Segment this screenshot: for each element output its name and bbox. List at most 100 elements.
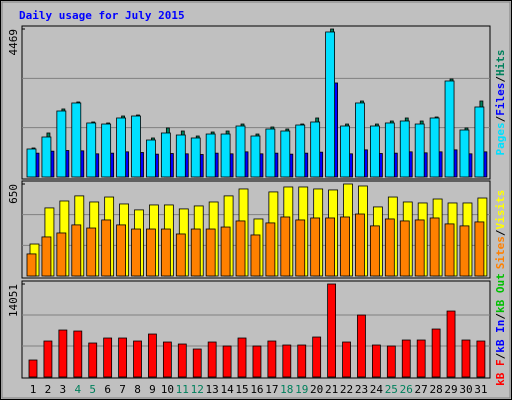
x-tick-label: 25	[385, 383, 398, 396]
bar	[56, 232, 67, 277]
bar	[265, 222, 276, 277]
x-tick-label: 14	[220, 383, 234, 396]
legend-entry: kB In	[494, 320, 507, 353]
bar	[101, 219, 112, 277]
bar	[461, 339, 471, 378]
bar	[160, 132, 171, 178]
bar	[414, 219, 425, 277]
bar	[101, 123, 112, 178]
bar	[384, 122, 395, 178]
x-tick-label: 23	[355, 383, 368, 396]
x-tick-label: 29	[444, 383, 457, 396]
bar	[297, 344, 307, 378]
legend-entry: Pages	[494, 122, 507, 155]
bar	[207, 341, 217, 378]
bar	[444, 223, 455, 277]
bar	[369, 225, 380, 277]
bar	[205, 133, 216, 178]
bar	[312, 336, 322, 378]
bar	[474, 221, 485, 277]
bar	[235, 220, 246, 277]
legend-separator: /	[494, 352, 507, 359]
bar	[310, 217, 321, 277]
x-tick-label: 4	[74, 383, 81, 396]
bar	[340, 216, 350, 277]
bar	[340, 125, 350, 178]
legend-entry: Files	[494, 83, 507, 116]
bar	[28, 359, 38, 378]
bar	[459, 225, 470, 277]
chart-title: Daily usage for July 2015	[19, 9, 185, 22]
x-tick-label: 30	[459, 383, 472, 396]
bar	[250, 135, 261, 178]
bar	[355, 213, 365, 277]
bar	[429, 217, 440, 277]
bar	[86, 227, 97, 277]
bar	[237, 337, 247, 378]
bar	[235, 125, 246, 178]
bar	[265, 128, 276, 178]
bar	[355, 102, 365, 178]
legend-entry: Visits	[494, 190, 507, 230]
x-tick-label: 27	[415, 383, 428, 396]
legend-entry: kB Out	[494, 273, 507, 313]
bar	[116, 224, 126, 277]
bar	[446, 310, 456, 378]
bar	[384, 218, 395, 277]
bar	[474, 106, 485, 178]
x-tick-label: 17	[265, 383, 278, 396]
bar	[133, 340, 142, 378]
bar	[267, 340, 277, 378]
bar	[222, 345, 232, 378]
legend-entry: kB F	[494, 359, 507, 386]
bar	[459, 129, 470, 178]
x-tick-label: 26	[400, 383, 413, 396]
bar	[175, 233, 186, 277]
bar	[41, 136, 52, 178]
bar	[431, 328, 441, 378]
bar	[325, 217, 336, 277]
bar	[476, 340, 486, 378]
x-tick-label: 10	[161, 383, 174, 396]
bar	[58, 329, 68, 378]
legend-separator: /	[494, 115, 507, 122]
legend: kB F/kB In/kB Out	[494, 273, 507, 386]
x-tick-label: 15	[235, 383, 248, 396]
bar	[160, 228, 171, 277]
bar	[295, 124, 306, 178]
legend-separator: /	[494, 76, 507, 83]
x-tick-label: 16	[250, 383, 263, 396]
x-tick-label: 6	[104, 383, 111, 396]
y-tick-label: 14051	[7, 284, 20, 317]
legend-entry: Hits	[494, 50, 507, 77]
legend-entry: Sites	[494, 236, 507, 269]
x-tick-label: 2	[45, 383, 52, 396]
legend: Sites/Visits	[494, 190, 507, 270]
bar	[444, 80, 455, 178]
bar	[88, 342, 98, 378]
bar	[162, 341, 172, 378]
bar	[71, 102, 82, 178]
bar	[175, 134, 186, 178]
bar	[220, 133, 231, 178]
bar	[342, 341, 351, 378]
x-tick-label: 7	[119, 383, 126, 396]
bar	[26, 253, 37, 277]
x-tick-label: 12	[191, 383, 204, 396]
bar	[192, 348, 202, 378]
bar	[131, 228, 141, 277]
bar	[71, 224, 82, 277]
bar	[416, 339, 426, 378]
bar	[86, 122, 97, 178]
bar	[401, 339, 411, 378]
x-tick-label: 24	[370, 383, 384, 396]
x-tick-label: 13	[206, 383, 219, 396]
bar	[429, 117, 440, 178]
bar	[371, 344, 381, 378]
bar	[357, 314, 366, 378]
bar	[56, 110, 67, 178]
x-tick-label: 19	[295, 383, 308, 396]
bar	[220, 226, 231, 277]
bar	[295, 219, 306, 277]
bar	[369, 125, 380, 178]
